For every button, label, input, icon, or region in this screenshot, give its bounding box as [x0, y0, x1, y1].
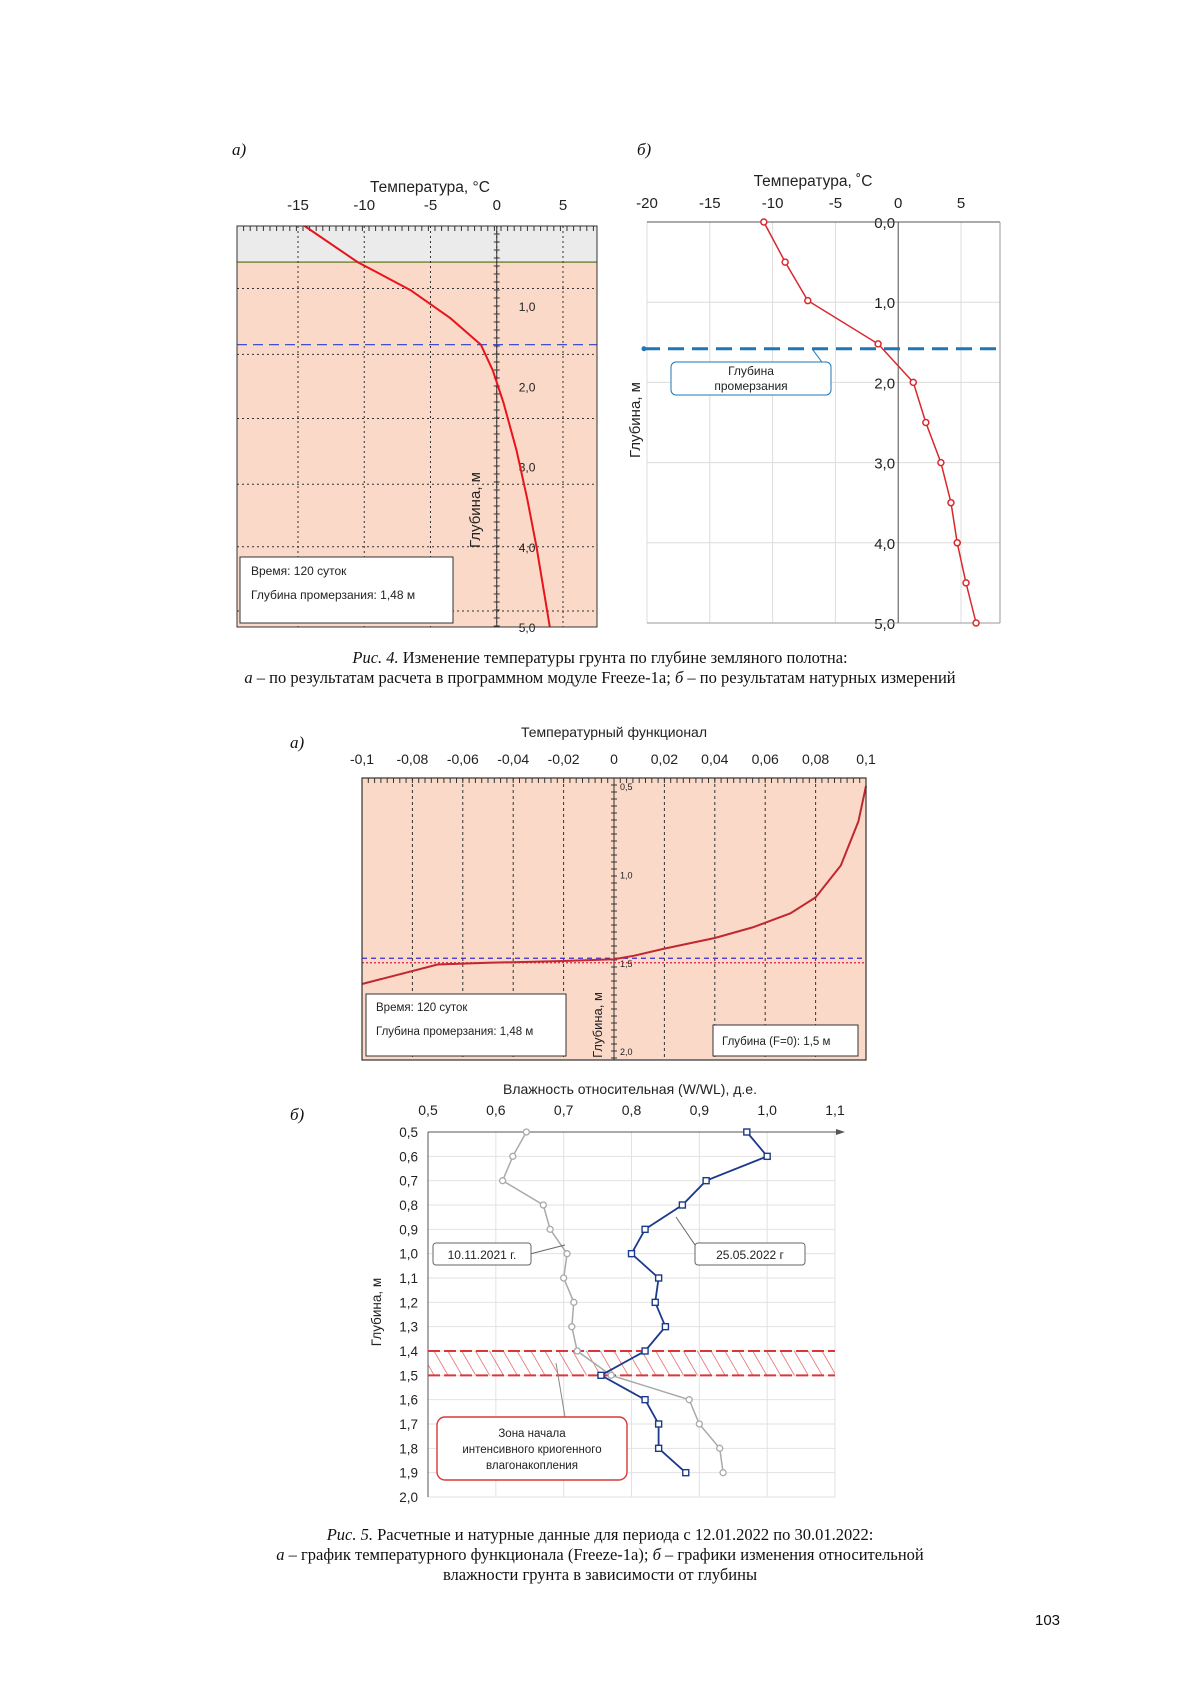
- fig5b-x-tick-label: 0,9: [690, 1102, 710, 1118]
- fig5b-x-tick-label: 1,0: [757, 1102, 777, 1118]
- fig5b-zone-text: интенсивного криогенного: [462, 1444, 601, 1456]
- fig5b-title: Влажность относительная (W/WL), д.е.: [503, 1081, 757, 1097]
- fig5b-x-tick-label: 0,5: [418, 1102, 438, 1118]
- fig5b-x-axis-arrow: [836, 1129, 845, 1135]
- fig5b-y-tick-label: 0,7: [399, 1174, 418, 1189]
- fig5b-early-point: [574, 1348, 580, 1354]
- fig5b-zone-hatch: [428, 1351, 835, 1375]
- fig5b-early-point: [510, 1153, 516, 1159]
- fig5b-late-point: [642, 1226, 648, 1232]
- fig5b-y-tick-label: 1,2: [399, 1295, 418, 1310]
- fig5b-late-point: [642, 1397, 648, 1403]
- fig5b-x-tick-label: 0,6: [486, 1102, 506, 1118]
- fig5b-early-point: [564, 1251, 570, 1257]
- fig5b-early-point: [720, 1470, 726, 1476]
- fig5b-y-tick-label: 1,5: [399, 1368, 418, 1383]
- fig5b-late-point: [656, 1275, 662, 1281]
- fig5b-late-point: [683, 1470, 689, 1476]
- fig5b-y-tick-label: 0,6: [399, 1149, 418, 1164]
- fig5-caption-line3: влажности грунта в зависимости от глубин…: [120, 1565, 1080, 1585]
- fig5b-zone-text: влагонакопления: [486, 1460, 578, 1472]
- chart-fig5b: 0,5 0,6 0,7 0,8 0,9 1,0 1,1 0,5 0,6 0,7 0,8 0,9 1,0 1…: [0, 0, 1200, 1520]
- fig5b-zone-text: Зона начала: [498, 1428, 566, 1440]
- fig5b-early-point: [540, 1202, 546, 1208]
- fig5b-y-tick-label: 1,8: [399, 1441, 418, 1456]
- fig5-caption-a: а: [276, 1545, 284, 1564]
- fig5b-early-point: [686, 1397, 692, 1403]
- fig5b-late-point: [656, 1445, 662, 1451]
- fig5b-late-point: [652, 1299, 658, 1305]
- fig5b-y-tick-label: 1,4: [399, 1344, 418, 1359]
- fig5b-early-point: [547, 1226, 553, 1232]
- fig5b-y-tick-label: 1,3: [399, 1320, 418, 1335]
- fig5b-early-point: [523, 1129, 529, 1135]
- fig5b-late-point: [764, 1153, 770, 1159]
- fig5-caption-text: Расчетные и натурные данные для периода …: [373, 1525, 873, 1544]
- fig5-caption: Рис. 5. Расчетные и натурные данные для …: [120, 1525, 1080, 1585]
- fig5b-x-tick-label: 0,7: [554, 1102, 574, 1118]
- fig5b-early-point: [561, 1275, 567, 1281]
- fig5b-late-point: [656, 1421, 662, 1427]
- fig5b-late-point: [598, 1372, 604, 1378]
- fig5b-early-point: [569, 1324, 575, 1330]
- fig5b-y-tick-label: 1,6: [399, 1393, 418, 1408]
- fig5b-late-leader: [676, 1217, 695, 1245]
- fig5b-y-tick-label: 0,5: [399, 1125, 418, 1140]
- fig5-caption-b: б: [653, 1545, 661, 1564]
- fig5b-ylabel: Глубина, м: [369, 1278, 384, 1346]
- fig5b-late-point: [703, 1178, 709, 1184]
- fig5b-y-tick-label: 1,1: [399, 1271, 418, 1286]
- fig5-caption-prefix: Рис. 5.: [327, 1525, 373, 1544]
- fig5b-x-tick-label: 1,1: [825, 1102, 845, 1118]
- fig5b-y-tick-label: 1,7: [399, 1417, 418, 1432]
- fig5b-y-tick-label: 0,8: [399, 1198, 418, 1213]
- fig5b-early-point: [571, 1299, 577, 1305]
- fig5b-late-point: [629, 1251, 635, 1257]
- fig5b-early-point: [608, 1372, 614, 1378]
- fig5b-late-point: [662, 1324, 668, 1330]
- fig5b-late-point: [642, 1348, 648, 1354]
- fig5b-late-label: 25.05.2022 г: [716, 1248, 784, 1262]
- fig5b-early-point: [696, 1421, 702, 1427]
- fig5b-late-point: [679, 1202, 685, 1208]
- fig5-caption-end: – графики изменения относительной: [661, 1545, 924, 1564]
- fig5b-late-point: [744, 1129, 750, 1135]
- fig5b-early-point: [500, 1178, 506, 1184]
- fig5b-y-tick-label: 0,9: [399, 1222, 418, 1237]
- fig5b-y-tick-label: 1,0: [399, 1247, 418, 1262]
- fig5b-early-point: [717, 1445, 723, 1451]
- fig5b-y-tick-label: 2,0: [399, 1490, 418, 1505]
- fig5b-x-tick-label: 0,8: [622, 1102, 642, 1118]
- fig5-caption-mid: – график температурного функционала (Fre…: [285, 1545, 653, 1564]
- fig5b-y-tick-label: 1,9: [399, 1466, 418, 1481]
- fig5b-early-leader: [530, 1245, 565, 1254]
- page-number: 103: [1035, 1612, 1060, 1629]
- fig5b-early-label: 10.11.2021 г.: [448, 1248, 517, 1262]
